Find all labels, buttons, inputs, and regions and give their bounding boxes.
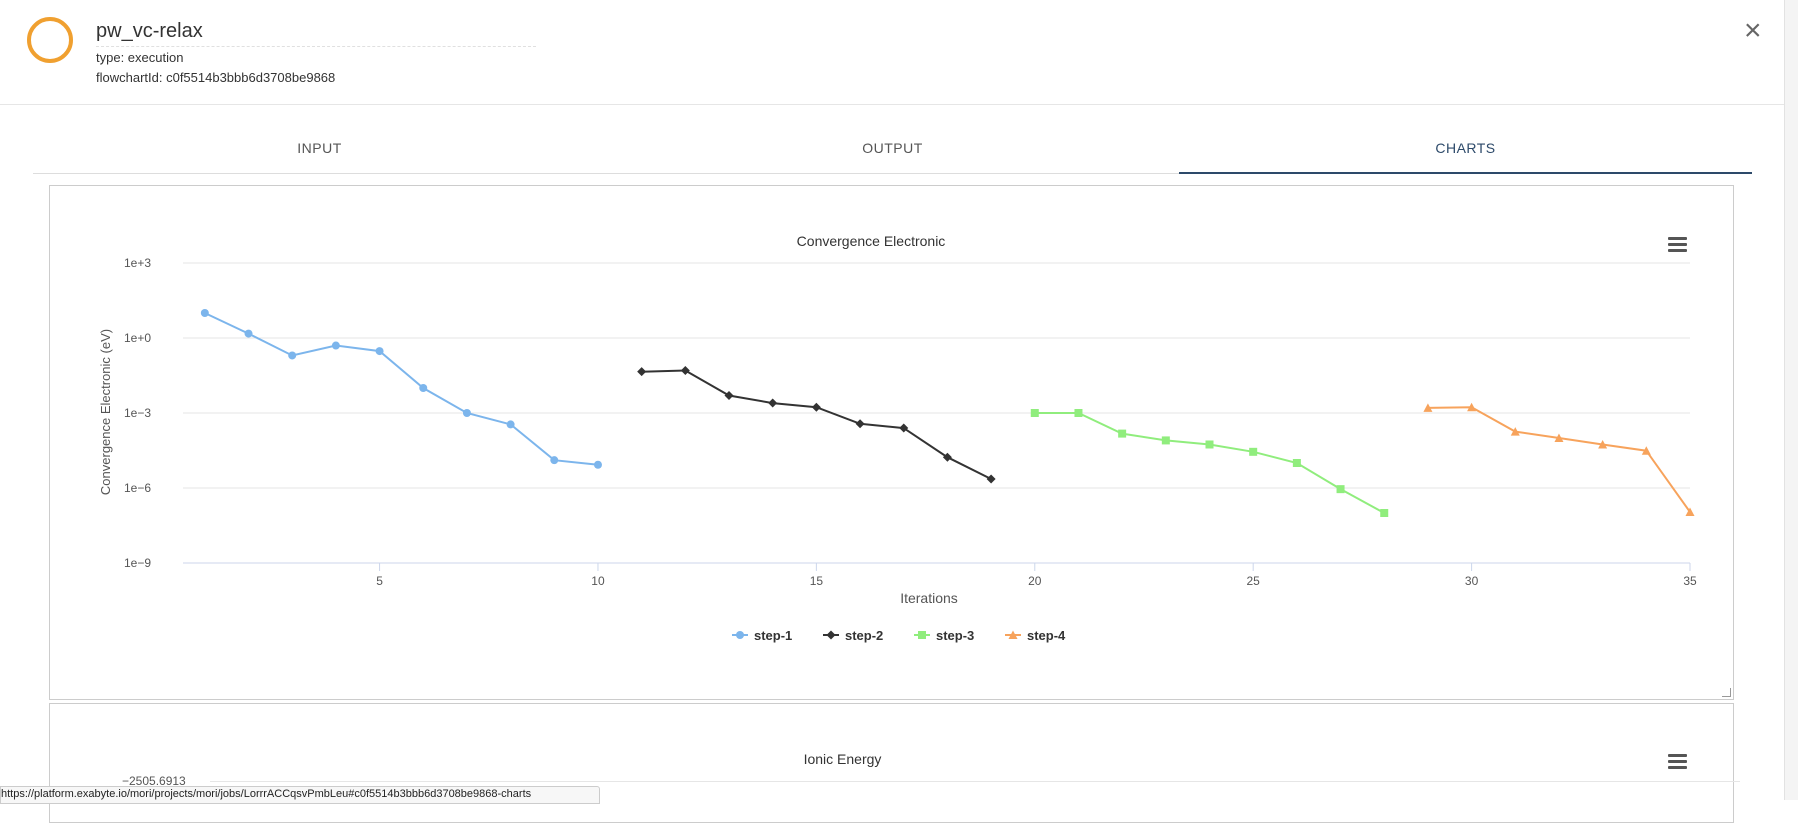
y-tick-label: 1e+0 <box>124 331 151 345</box>
status-ring-icon <box>27 17 73 63</box>
legend-item-step-1[interactable]: step-1 <box>732 628 792 643</box>
chart-menu-icon[interactable] <box>1668 237 1687 252</box>
series-step-4 <box>1423 402 1695 516</box>
data-point[interactable] <box>680 366 690 376</box>
tab-output[interactable]: OUTPUT <box>862 140 923 156</box>
x-tick-label: 15 <box>810 574 824 588</box>
x-tick-label: 10 <box>591 574 605 588</box>
data-point[interactable] <box>1685 507 1695 516</box>
series-step-3 <box>1030 409 1389 517</box>
data-point[interactable] <box>1554 433 1564 443</box>
data-point[interactable] <box>1118 429 1127 438</box>
data-point[interactable] <box>288 351 297 360</box>
legend-label: step-3 <box>936 628 974 643</box>
job-header: pw_vc-relax type: execution flowchartId:… <box>0 0 1784 105</box>
data-point[interactable] <box>918 631 926 639</box>
x-tick-label: 30 <box>1465 574 1479 588</box>
close-icon[interactable]: × <box>1744 14 1762 47</box>
data-point[interactable] <box>986 474 996 484</box>
data-point[interactable] <box>1467 402 1477 412</box>
legend-label: step-2 <box>845 628 883 643</box>
series-line[interactable] <box>641 369 992 480</box>
y-tick-label: 1e+3 <box>124 256 151 270</box>
resize-handle-icon[interactable] <box>1722 688 1731 697</box>
data-point[interactable] <box>899 423 909 433</box>
data-point[interactable] <box>1380 509 1389 517</box>
title-underline <box>96 46 536 47</box>
data-point[interactable] <box>1423 403 1433 412</box>
data-point[interactable] <box>1641 446 1651 455</box>
data-point[interactable] <box>1205 440 1214 449</box>
data-point[interactable] <box>1249 447 1258 456</box>
data-point[interactable] <box>1598 439 1608 449</box>
convergence-chart: Convergence Electronic 1e+3 1e+0 1e−3 1e−6 1… <box>98 233 1697 643</box>
chart-card-convergence: Convergence Electronic 1e+3 1e+0 1e−3 1e−6 1… <box>49 185 1734 700</box>
x-axis-label: Iterations <box>900 590 958 606</box>
data-point[interactable] <box>637 367 647 377</box>
chart-menu-icon[interactable] <box>1668 754 1687 769</box>
data-point[interactable] <box>1008 630 1018 640</box>
legend-label: step-4 <box>1027 628 1066 643</box>
x-tick-label: 25 <box>1247 574 1261 588</box>
data-point[interactable] <box>1336 485 1345 494</box>
gridline <box>210 781 1740 782</box>
data-point[interactable] <box>724 391 734 401</box>
series-step-1 <box>200 309 602 469</box>
chart-title: Ionic Energy <box>803 751 882 767</box>
flowchart-id: flowchartId: c0f5514b3bbb6d3708be9868 <box>96 70 336 85</box>
data-point[interactable] <box>200 309 209 317</box>
series-line[interactable] <box>204 312 599 466</box>
data-point[interactable] <box>768 398 778 408</box>
data-point[interactable] <box>462 409 471 417</box>
series-line[interactable] <box>1427 406 1691 513</box>
series-step-2 <box>637 366 996 484</box>
data-point[interactable] <box>736 631 744 639</box>
legend-item-step-2[interactable]: step-2 <box>823 628 883 643</box>
chart-card-ionic-energy: Ionic Energy −2505.6913 <box>49 703 1740 823</box>
data-point[interactable] <box>826 630 836 640</box>
y-tick-label: −2505.6913 <box>122 774 186 788</box>
data-point[interactable] <box>1030 409 1039 417</box>
data-point[interactable] <box>506 420 515 429</box>
tab-input[interactable]: INPUT <box>297 140 342 156</box>
data-point[interactable] <box>331 341 340 350</box>
scrollbar[interactable] <box>1784 0 1798 800</box>
x-tick-label: 20 <box>1028 574 1042 588</box>
data-point[interactable] <box>811 402 821 412</box>
y-tick-label: 1e−6 <box>124 481 151 495</box>
tab-charts[interactable]: CHARTS <box>1179 127 1752 174</box>
y-tick-label: 1e−9 <box>124 556 151 570</box>
chart-title: Convergence Electronic <box>797 233 946 249</box>
data-point[interactable] <box>855 419 865 429</box>
unit-title[interactable]: pw_vc-relax <box>96 20 203 42</box>
data-point[interactable] <box>1292 459 1301 467</box>
y-axis-label: Convergence Electronic (eV) <box>98 329 113 495</box>
x-tick-label: 5 <box>376 574 383 588</box>
data-point[interactable] <box>1510 427 1520 436</box>
data-point[interactable] <box>419 384 428 392</box>
series-line[interactable] <box>1034 412 1385 514</box>
data-point[interactable] <box>942 452 952 462</box>
x-tick-label: 35 <box>1683 574 1697 588</box>
legend-label: step-1 <box>754 628 792 643</box>
status-bar-url: https://platform.exabyte.io/mori/project… <box>0 786 600 804</box>
unit-type: type: execution <box>96 50 184 65</box>
data-point[interactable] <box>244 329 253 338</box>
data-point[interactable] <box>550 456 559 465</box>
tab-bar: INPUT OUTPUT CHARTS <box>33 127 1752 174</box>
data-point[interactable] <box>1161 436 1170 445</box>
legend-item-step-3[interactable]: step-3 <box>914 628 974 643</box>
data-point[interactable] <box>1074 409 1083 417</box>
data-point[interactable] <box>593 460 602 469</box>
y-tick-label: 1e−3 <box>124 406 151 420</box>
legend-item-step-4[interactable]: step-4 <box>1005 628 1066 643</box>
data-point[interactable] <box>375 347 384 356</box>
